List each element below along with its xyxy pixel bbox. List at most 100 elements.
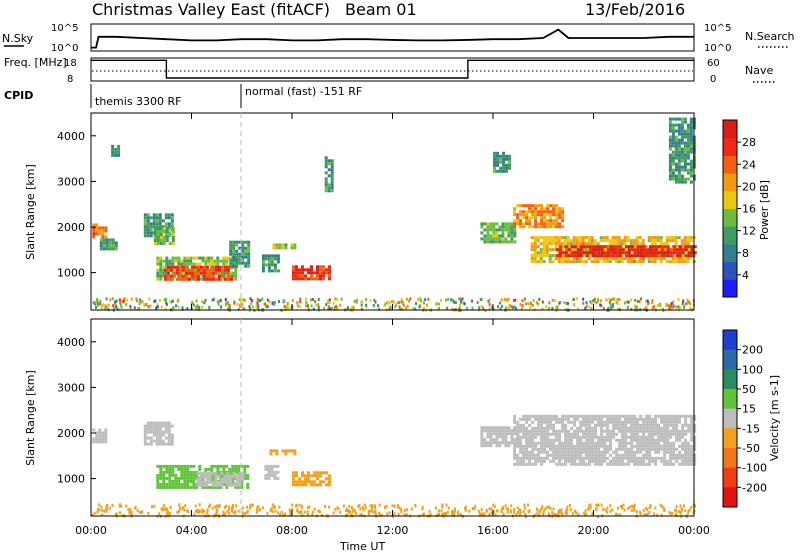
- heatmap-cell: [669, 414, 673, 418]
- heatmap-cell: [378, 511, 381, 515]
- heatmap-cell: [528, 210, 532, 214]
- heatmap-cell: [165, 262, 169, 266]
- heatmap-cell: [398, 305, 401, 309]
- heatmap-cell: [162, 239, 166, 242]
- heatmap-cell: [537, 429, 541, 433]
- heatmap-cell: [675, 429, 679, 433]
- heatmap-cell: [524, 513, 527, 516]
- heatmap-cell: [270, 269, 274, 273]
- heatmap-cell: [654, 450, 658, 454]
- heatmap-cell: [573, 417, 577, 421]
- heatmap-cell: [104, 440, 108, 444]
- heatmap-cell: [687, 444, 691, 448]
- heatmap-cell: [272, 246, 276, 250]
- heatmap-cell: [451, 510, 454, 514]
- heatmap-cell: [593, 239, 597, 243]
- heatmap-cell: [567, 301, 569, 305]
- heatmap-cell: [496, 157, 499, 161]
- heatmap-cell: [663, 423, 667, 427]
- heatmap-cell: [606, 432, 610, 436]
- heatmap-cell: [525, 204, 529, 208]
- heatmap-cell: [671, 236, 675, 240]
- heatmap-cell: [235, 504, 237, 508]
- heatmap-cell: [689, 174, 693, 178]
- heatmap-cell: [577, 512, 580, 516]
- heatmap-cell: [666, 459, 670, 463]
- heatmap-cell: [498, 432, 502, 436]
- heatmap-cell: [537, 222, 541, 226]
- heatmap-cell: [600, 251, 604, 255]
- heatmap-cell: [232, 246, 236, 250]
- heatmap-cell: [588, 438, 592, 442]
- heatmap-cell: [540, 438, 544, 442]
- heatmap-cell: [674, 150, 678, 154]
- heatmap-cell: [636, 462, 640, 466]
- heatmap-cell: [271, 510, 274, 514]
- heatmap-cell: [165, 464, 169, 468]
- heatmap-cell: [186, 482, 190, 486]
- heatmap-cell: [549, 417, 553, 421]
- x-tick-label: 16:00: [477, 524, 509, 537]
- heatmap-cell: [441, 504, 444, 508]
- heatmap-cell: [273, 263, 277, 267]
- heatmap-cell: [98, 431, 102, 435]
- heatmap-cell: [588, 423, 592, 427]
- heatmap-cell: [643, 307, 646, 311]
- heatmap-cell: [162, 470, 166, 474]
- heatmap-cell: [596, 503, 599, 507]
- heatmap-cell: [198, 467, 202, 471]
- heatmap-cell: [554, 299, 557, 303]
- heatmap-cell: [551, 307, 554, 310]
- heatmap-cell: [298, 305, 301, 309]
- heatmap-cell: [240, 482, 244, 486]
- heatmap-cell: [663, 462, 667, 466]
- heatmap-cell: [156, 305, 159, 309]
- heatmap-cell: [324, 505, 326, 509]
- heatmap-cell: [668, 239, 672, 243]
- heatmap-cell: [246, 485, 250, 489]
- heatmap-cell: [531, 216, 535, 220]
- heatmap-cell: [186, 464, 190, 468]
- heatmap-cell: [401, 307, 404, 311]
- heatmap-cell: [317, 306, 320, 310]
- heatmap-cell: [627, 453, 631, 457]
- heatmap-cell: [486, 237, 490, 241]
- heatmap-cell: [493, 166, 496, 170]
- heatmap-cell: [522, 225, 526, 229]
- heatmap-cell: [273, 473, 277, 477]
- heatmap-cell: [164, 225, 168, 229]
- heatmap-cell: [549, 444, 553, 448]
- heatmap-cell: [674, 245, 678, 249]
- heatmap-cell: [171, 239, 175, 242]
- heatmap-cell: [621, 429, 625, 433]
- heatmap-cell: [489, 237, 493, 241]
- heatmap-cell: [143, 216, 147, 220]
- heatmap-cell: [572, 257, 576, 261]
- heatmap-cell: [579, 426, 583, 430]
- heatmap-cell: [525, 302, 528, 306]
- heatmap-cell: [310, 268, 313, 272]
- heatmap-cell: [624, 417, 628, 421]
- heatmap-cell: [618, 298, 621, 301]
- heatmap-cell: [239, 299, 242, 303]
- heatmap-cell: [603, 245, 607, 249]
- heatmap-cell: [668, 153, 672, 157]
- heatmap-cell: [653, 257, 657, 261]
- heatmap-cell: [152, 421, 156, 425]
- heatmap-cell: [686, 162, 690, 166]
- heatmap-cell: [186, 256, 190, 260]
- heatmap-cell: [235, 255, 239, 259]
- heatmap-cell: [147, 305, 150, 309]
- heatmap-cell: [522, 459, 526, 463]
- heatmap-cell: [155, 213, 159, 217]
- heatmap-cell: [663, 414, 667, 418]
- heatmap-cell: [318, 510, 321, 513]
- heatmap-cell: [539, 251, 543, 255]
- heatmap-cell: [575, 245, 579, 249]
- heatmap-cell: [483, 441, 487, 445]
- heatmap-cell: [657, 438, 661, 442]
- heatmap-cell: [272, 243, 276, 247]
- heatmap-cell: [576, 438, 580, 442]
- heatmap-cell: [492, 432, 496, 436]
- heatmap-cell: [205, 474, 209, 478]
